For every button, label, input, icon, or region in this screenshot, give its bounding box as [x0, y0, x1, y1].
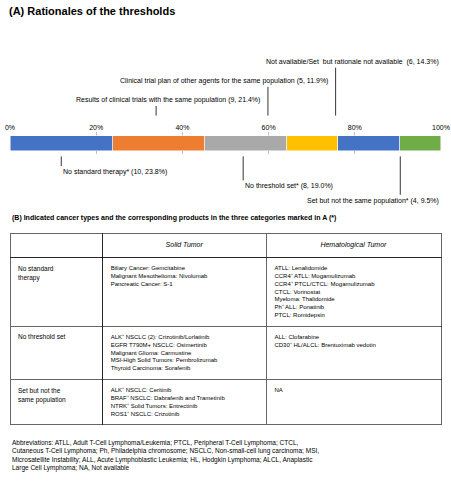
svg-text:No standard therapy* (10, 23.8: No standard therapy* (10, 23.8%) — [63, 168, 167, 176]
svg-text:40%: 40% — [175, 124, 189, 131]
svg-text:0%: 0% — [5, 124, 15, 131]
svg-text:NA: NA — [274, 387, 282, 393]
svg-text:Solid Tumor: Solid Tumor — [166, 241, 204, 248]
svg-text:No threshold set: No threshold set — [18, 333, 66, 340]
svg-text:No standardtherapy: No standardtherapy — [18, 265, 54, 281]
svg-text:20%: 20% — [89, 124, 103, 131]
svg-text:No threshold set* (8, 19.0%): No threshold set* (8, 19.0%) — [245, 182, 333, 190]
svg-text:ALL: ClofarabineCD30⁺ HL/ALCL:: ALL: ClofarabineCD30⁺ HL/ALCL: Brentuxim… — [274, 334, 375, 348]
svg-text:100%: 100% — [432, 124, 450, 131]
svg-text:Abbreviations: ATLL, Adult T-C: Abbreviations: ATLL, Adult T-Cell Lympho… — [12, 439, 319, 472]
svg-text:Not available/Set but rationa: Not available/Set but rationale not avai… — [266, 58, 439, 66]
svg-text:Biliary Cancer: GemcitabineMal: Biliary Cancer: GemcitabineMalignant Mes… — [111, 265, 208, 287]
svg-text:(B) Indicated cancer types and: (B) Indicated cancer types and the corre… — [12, 214, 336, 222]
svg-text:80%: 80% — [348, 124, 362, 131]
svg-text:60%: 60% — [262, 124, 276, 131]
svg-text:Set but not the same populatio: Set but not the same population* (4, 9.5… — [307, 197, 439, 205]
svg-text:Hematological Tumor: Hematological Tumor — [320, 241, 387, 249]
svg-text:Results of clinical trials wit: Results of clinical trials with the same… — [76, 96, 260, 104]
svg-text:ALK⁺ NSCLC: CeritinibBRAF⁺ NSC: ALK⁺ NSCLC: CeritinibBRAF⁺ NSCLC: Dabraf… — [111, 387, 226, 416]
svg-text:(A) Rationales of the threshol: (A) Rationales of the thresholds — [9, 5, 175, 17]
svg-text:ALK⁺ NSCLC (2): Crizotinib/Lor: ALK⁺ NSCLC (2): Crizotinib/LorlatinibEGF… — [111, 334, 218, 371]
svg-text:Clinical trial plan of other a: Clinical trial plan of other agents for … — [120, 77, 328, 85]
svg-text:ATLL: LenalidomideCCR4⁺ ATLL:: ATLL: LenalidomideCCR4⁺ ATLL: Mogamulizu… — [274, 265, 375, 318]
svg-text:Set but not thesame population: Set but not thesame population — [18, 387, 66, 403]
